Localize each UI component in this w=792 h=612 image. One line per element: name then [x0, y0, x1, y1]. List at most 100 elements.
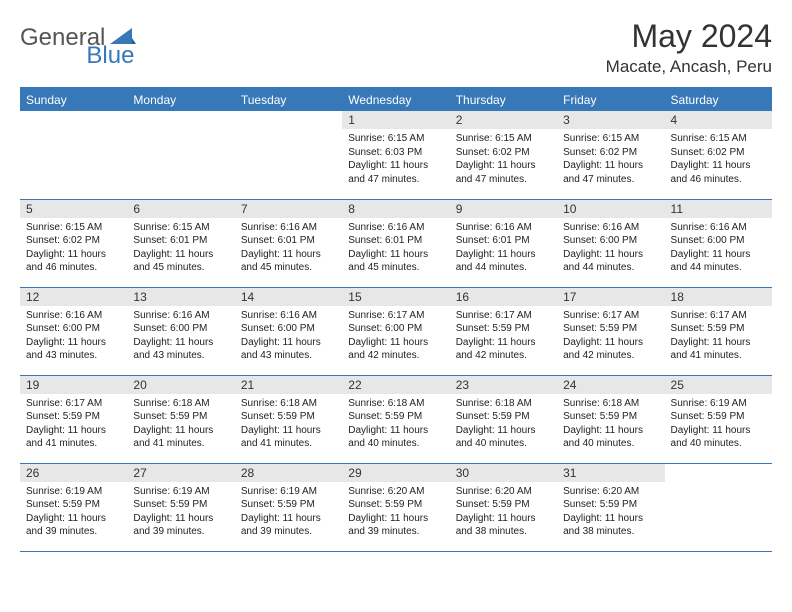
day-number: 12 [20, 288, 127, 306]
day-number: 5 [20, 200, 127, 218]
day-info: Sunrise: 6:20 AMSunset: 5:59 PMDaylight:… [342, 482, 449, 542]
day-number: 11 [665, 200, 772, 218]
calendar-day: 23Sunrise: 6:18 AMSunset: 5:59 PMDayligh… [450, 375, 557, 463]
calendar-day: 15Sunrise: 6:17 AMSunset: 6:00 PMDayligh… [342, 287, 449, 375]
calendar-day: 6Sunrise: 6:15 AMSunset: 6:01 PMDaylight… [127, 199, 234, 287]
calendar-day: 31Sunrise: 6:20 AMSunset: 5:59 PMDayligh… [557, 463, 664, 551]
weekday-header: Sunday [20, 88, 127, 111]
day-info: Sunrise: 6:16 AMSunset: 6:00 PMDaylight:… [127, 306, 234, 366]
day-number: 26 [20, 464, 127, 482]
day-info: Sunrise: 6:16 AMSunset: 6:01 PMDaylight:… [450, 218, 557, 278]
calendar-day: 2Sunrise: 6:15 AMSunset: 6:02 PMDaylight… [450, 111, 557, 199]
calendar-week: 1Sunrise: 6:15 AMSunset: 6:03 PMDaylight… [20, 111, 772, 199]
title-block: May 2024 Macate, Ancash, Peru [606, 18, 772, 77]
weekday-header: Friday [557, 88, 664, 111]
calendar-day: 18Sunrise: 6:17 AMSunset: 5:59 PMDayligh… [665, 287, 772, 375]
day-number: 4 [665, 111, 772, 129]
location: Macate, Ancash, Peru [606, 57, 772, 77]
day-info: Sunrise: 6:19 AMSunset: 5:59 PMDaylight:… [665, 394, 772, 454]
day-info: Sunrise: 6:17 AMSunset: 5:59 PMDaylight:… [20, 394, 127, 454]
day-info: Sunrise: 6:16 AMSunset: 6:00 PMDaylight:… [665, 218, 772, 278]
day-number: 10 [557, 200, 664, 218]
calendar-day: 13Sunrise: 6:16 AMSunset: 6:00 PMDayligh… [127, 287, 234, 375]
day-number: 28 [235, 464, 342, 482]
weekday-header: Thursday [450, 88, 557, 111]
calendar-day [235, 111, 342, 199]
weekday-header: Wednesday [342, 88, 449, 111]
calendar-day: 14Sunrise: 6:16 AMSunset: 6:00 PMDayligh… [235, 287, 342, 375]
header: General Blue May 2024 Macate, Ancash, Pe… [20, 18, 772, 77]
day-info: Sunrise: 6:20 AMSunset: 5:59 PMDaylight:… [450, 482, 557, 542]
day-info: Sunrise: 6:15 AMSunset: 6:02 PMDaylight:… [557, 129, 664, 189]
day-info: Sunrise: 6:17 AMSunset: 5:59 PMDaylight:… [450, 306, 557, 366]
day-number: 6 [127, 200, 234, 218]
calendar-day: 3Sunrise: 6:15 AMSunset: 6:02 PMDaylight… [557, 111, 664, 199]
calendar-day: 26Sunrise: 6:19 AMSunset: 5:59 PMDayligh… [20, 463, 127, 551]
day-number: 21 [235, 376, 342, 394]
weekday-header: Saturday [665, 88, 772, 111]
calendar-day: 20Sunrise: 6:18 AMSunset: 5:59 PMDayligh… [127, 375, 234, 463]
calendar-day [20, 111, 127, 199]
day-info: Sunrise: 6:17 AMSunset: 5:59 PMDaylight:… [665, 306, 772, 366]
day-info: Sunrise: 6:17 AMSunset: 5:59 PMDaylight:… [557, 306, 664, 366]
calendar-day [665, 463, 772, 551]
calendar-day: 24Sunrise: 6:18 AMSunset: 5:59 PMDayligh… [557, 375, 664, 463]
calendar-day: 17Sunrise: 6:17 AMSunset: 5:59 PMDayligh… [557, 287, 664, 375]
calendar-week: 5Sunrise: 6:15 AMSunset: 6:02 PMDaylight… [20, 199, 772, 287]
day-number: 18 [665, 288, 772, 306]
day-info: Sunrise: 6:16 AMSunset: 6:00 PMDaylight:… [20, 306, 127, 366]
day-info: Sunrise: 6:19 AMSunset: 5:59 PMDaylight:… [127, 482, 234, 542]
day-number: 14 [235, 288, 342, 306]
calendar-week: 26Sunrise: 6:19 AMSunset: 5:59 PMDayligh… [20, 463, 772, 551]
calendar-day: 4Sunrise: 6:15 AMSunset: 6:02 PMDaylight… [665, 111, 772, 199]
day-info: Sunrise: 6:15 AMSunset: 6:02 PMDaylight:… [665, 129, 772, 189]
calendar-week: 19Sunrise: 6:17 AMSunset: 5:59 PMDayligh… [20, 375, 772, 463]
day-info: Sunrise: 6:20 AMSunset: 5:59 PMDaylight:… [557, 482, 664, 542]
calendar-day: 9Sunrise: 6:16 AMSunset: 6:01 PMDaylight… [450, 199, 557, 287]
day-info: Sunrise: 6:19 AMSunset: 5:59 PMDaylight:… [235, 482, 342, 542]
calendar-body: 1Sunrise: 6:15 AMSunset: 6:03 PMDaylight… [20, 111, 772, 551]
calendar-day: 5Sunrise: 6:15 AMSunset: 6:02 PMDaylight… [20, 199, 127, 287]
day-number: 2 [450, 111, 557, 129]
day-info: Sunrise: 6:18 AMSunset: 5:59 PMDaylight:… [342, 394, 449, 454]
calendar-day: 22Sunrise: 6:18 AMSunset: 5:59 PMDayligh… [342, 375, 449, 463]
calendar-head: SundayMondayTuesdayWednesdayThursdayFrid… [20, 88, 772, 111]
day-number: 8 [342, 200, 449, 218]
day-info: Sunrise: 6:15 AMSunset: 6:02 PMDaylight:… [450, 129, 557, 189]
day-info: Sunrise: 6:19 AMSunset: 5:59 PMDaylight:… [20, 482, 127, 542]
day-number: 30 [450, 464, 557, 482]
calendar-table: SundayMondayTuesdayWednesdayThursdayFrid… [20, 87, 772, 552]
day-number: 27 [127, 464, 234, 482]
calendar-day: 8Sunrise: 6:16 AMSunset: 6:01 PMDaylight… [342, 199, 449, 287]
weekday-header: Tuesday [235, 88, 342, 111]
day-number: 17 [557, 288, 664, 306]
day-number: 29 [342, 464, 449, 482]
day-number: 16 [450, 288, 557, 306]
day-info: Sunrise: 6:17 AMSunset: 6:00 PMDaylight:… [342, 306, 449, 366]
calendar-day: 29Sunrise: 6:20 AMSunset: 5:59 PMDayligh… [342, 463, 449, 551]
weekday-header: Monday [127, 88, 234, 111]
day-info: Sunrise: 6:18 AMSunset: 5:59 PMDaylight:… [450, 394, 557, 454]
day-info: Sunrise: 6:15 AMSunset: 6:03 PMDaylight:… [342, 129, 449, 189]
day-info: Sunrise: 6:16 AMSunset: 6:00 PMDaylight:… [557, 218, 664, 278]
day-number: 20 [127, 376, 234, 394]
calendar-day: 7Sunrise: 6:16 AMSunset: 6:01 PMDaylight… [235, 199, 342, 287]
calendar-day: 10Sunrise: 6:16 AMSunset: 6:00 PMDayligh… [557, 199, 664, 287]
calendar-day: 21Sunrise: 6:18 AMSunset: 5:59 PMDayligh… [235, 375, 342, 463]
logo-text-blue: Blue [86, 42, 134, 70]
calendar-day: 11Sunrise: 6:16 AMSunset: 6:00 PMDayligh… [665, 199, 772, 287]
day-info: Sunrise: 6:16 AMSunset: 6:00 PMDaylight:… [235, 306, 342, 366]
day-number: 19 [20, 376, 127, 394]
day-number: 3 [557, 111, 664, 129]
day-number: 1 [342, 111, 449, 129]
calendar-day [127, 111, 234, 199]
day-number: 13 [127, 288, 234, 306]
month-title: May 2024 [606, 18, 772, 55]
calendar-day: 1Sunrise: 6:15 AMSunset: 6:03 PMDaylight… [342, 111, 449, 199]
logo: General Blue [20, 18, 188, 52]
day-info: Sunrise: 6:15 AMSunset: 6:01 PMDaylight:… [127, 218, 234, 278]
day-info: Sunrise: 6:16 AMSunset: 6:01 PMDaylight:… [342, 218, 449, 278]
day-number: 15 [342, 288, 449, 306]
day-number: 9 [450, 200, 557, 218]
day-number: 24 [557, 376, 664, 394]
